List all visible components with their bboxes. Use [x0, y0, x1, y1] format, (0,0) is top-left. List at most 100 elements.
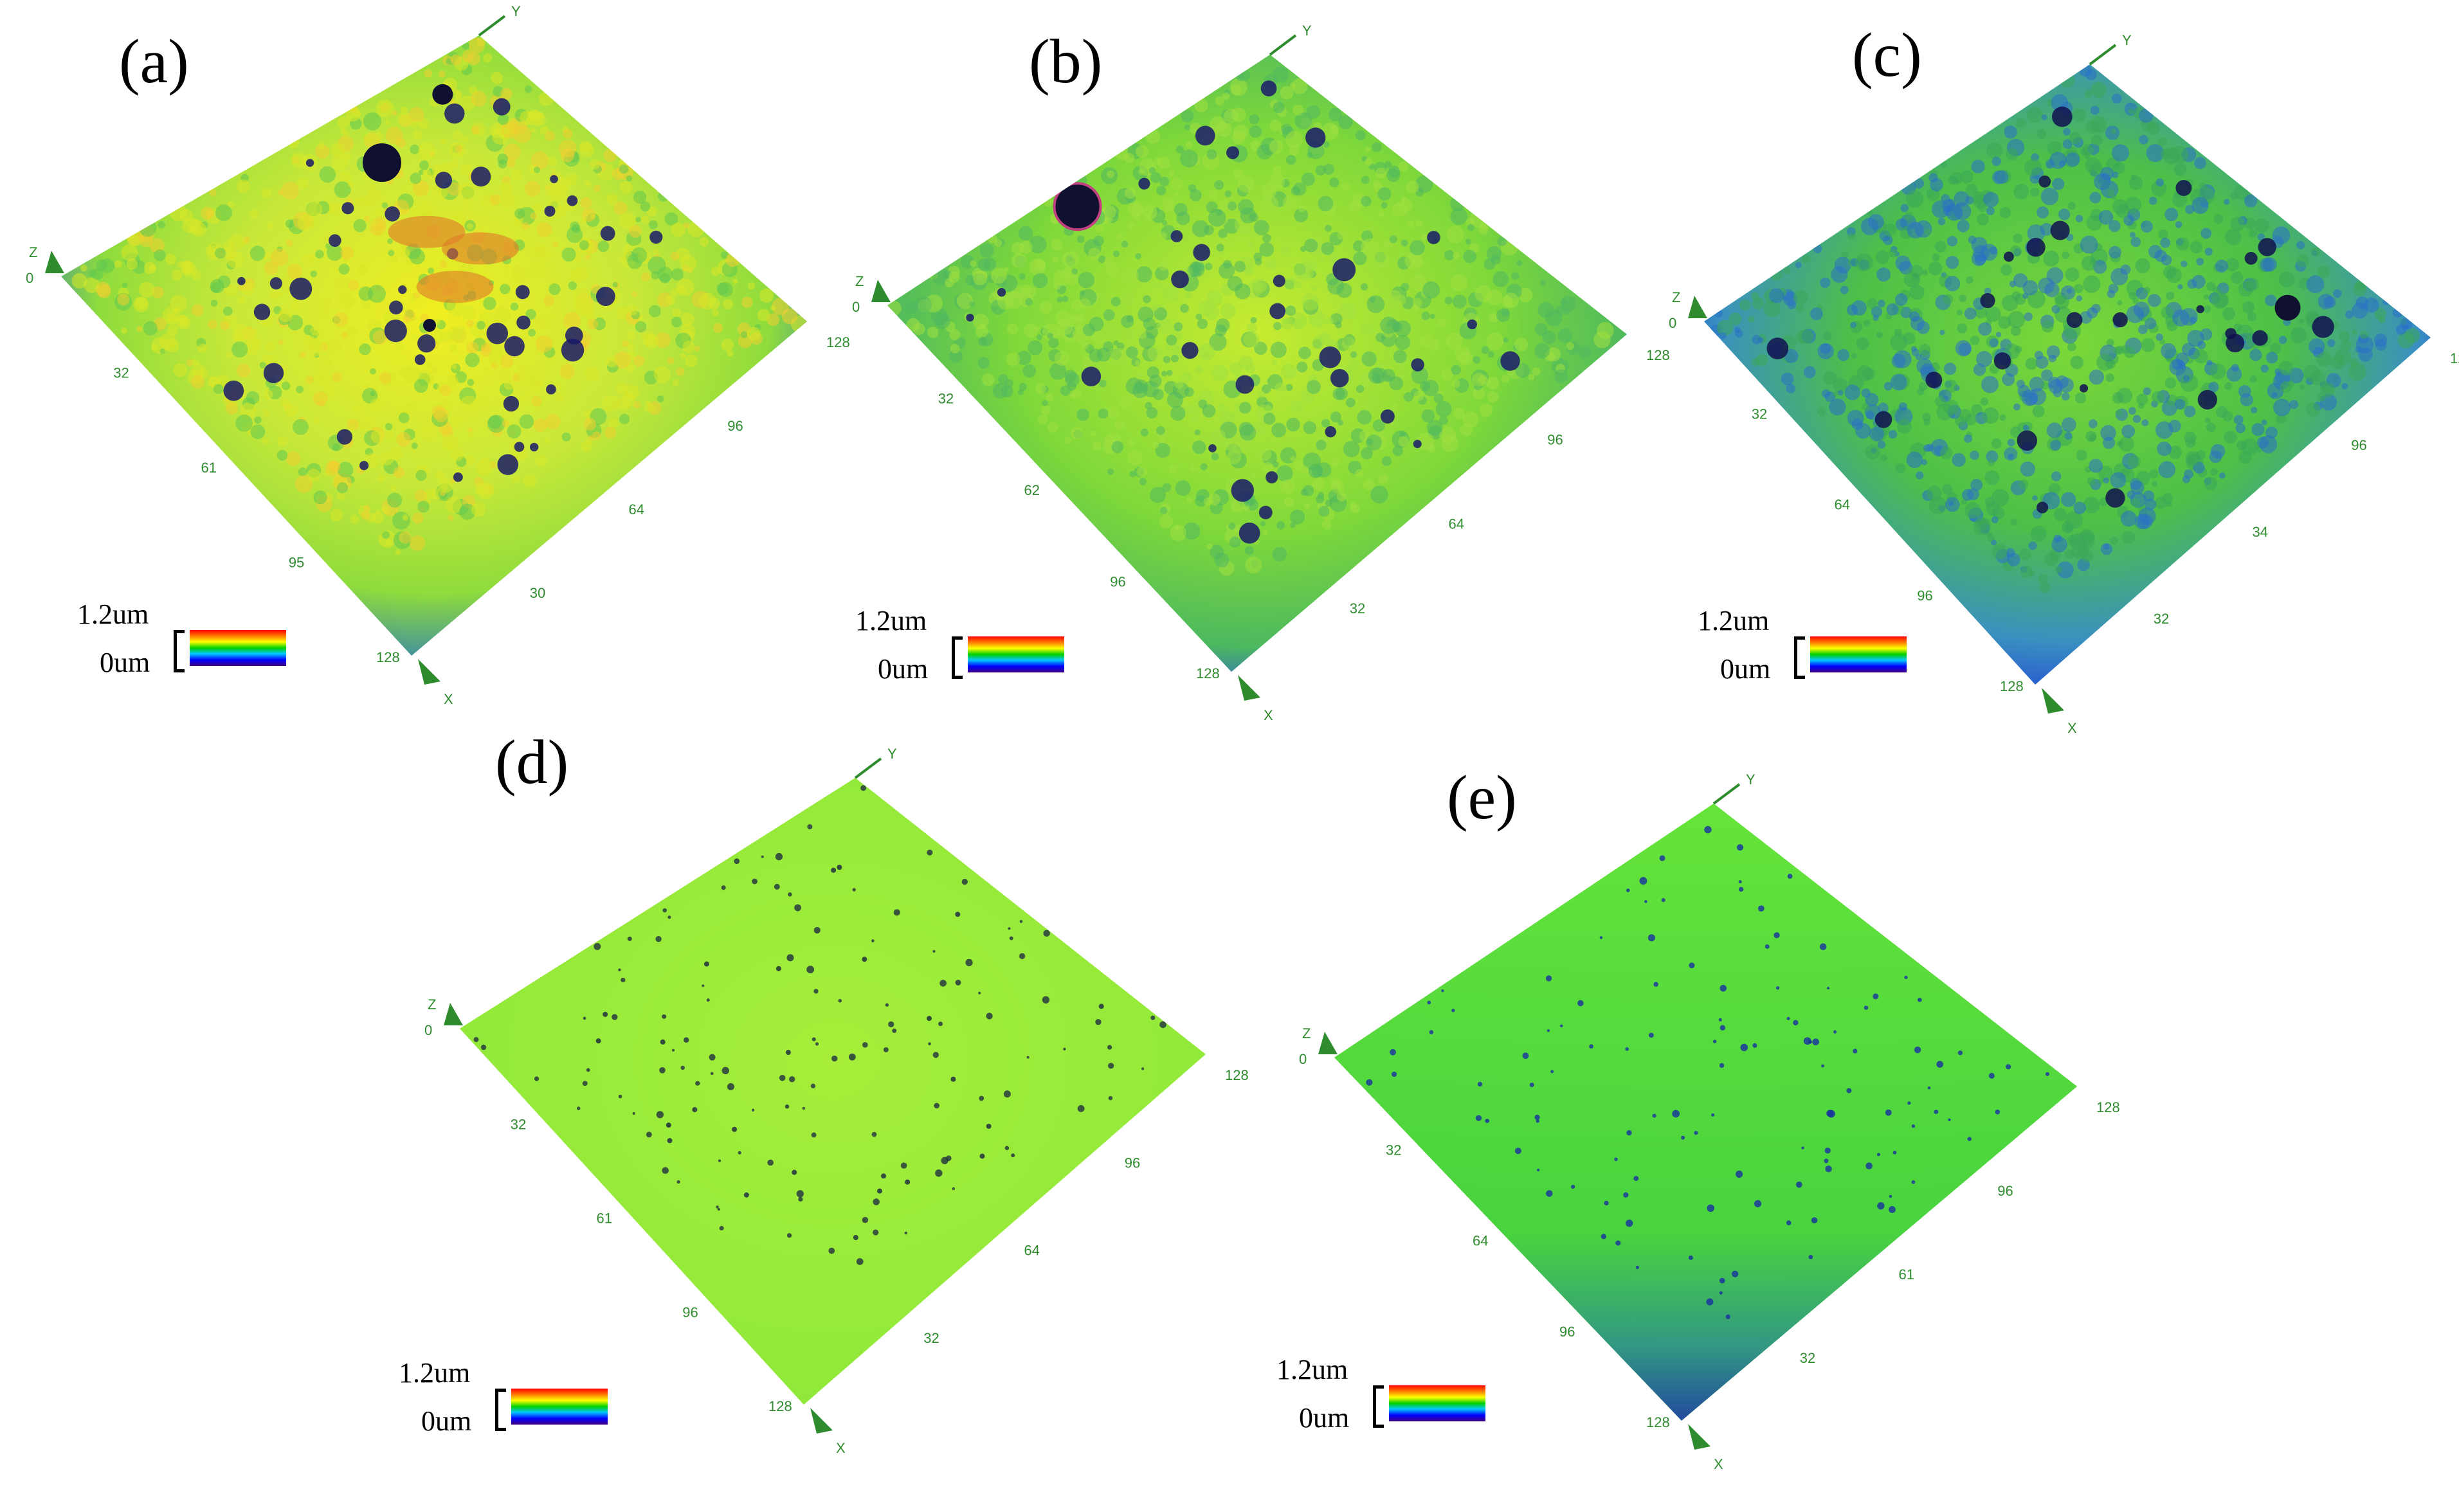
scale-bracket — [1794, 636, 1805, 679]
tick-label: 32 — [938, 391, 954, 407]
scale-bracket — [174, 630, 185, 672]
tick-label: 128 — [1646, 1414, 1670, 1430]
axes: Y X Z 0 32 61 95 128 128 96 64 30 — [26, 3, 850, 707]
svg-text:Y: Y — [2122, 32, 2132, 48]
svg-text:Z: Z — [1672, 289, 1680, 305]
color-scale-bar — [190, 630, 286, 666]
tick-label: 0 — [852, 299, 860, 315]
tick-label: 61 — [597, 1210, 612, 1227]
tick-label: 128 — [2000, 678, 2024, 694]
tick-label: 61 — [1899, 1266, 1914, 1282]
tick-label: 96 — [2351, 437, 2366, 453]
tick-label: 96 — [1559, 1324, 1575, 1340]
color-scale-bar — [1810, 636, 1907, 672]
tick-label: 32 — [1752, 406, 1767, 422]
tick-label: 32 — [1350, 600, 1365, 616]
scale-max-label: 1.2um — [77, 598, 149, 630]
tick-label: 96 — [1997, 1183, 2013, 1199]
tick-label: 32 — [511, 1116, 526, 1132]
tick-label: 32 — [923, 1330, 939, 1346]
panel-label: (b) — [1029, 27, 1103, 96]
axes: Y X Z 0 32 62 96 128 128 96 64 32 — [852, 22, 1670, 723]
axes: Y X Z 0 32 64 96 128 128 96 34 32 — [1669, 32, 2459, 736]
axes: Y X Z 0 32 64 96 128 128 96 61 32 — [1299, 771, 2120, 1472]
tick-label: 96 — [1917, 588, 1932, 604]
svg-text:X: X — [1264, 707, 1273, 723]
panel-label: (c) — [1852, 21, 1922, 90]
scale-min-label: 0um — [100, 647, 150, 678]
scale-min-label: 0um — [421, 1405, 472, 1437]
svg-text:Z: Z — [29, 244, 37, 260]
axes: Y X Z 0 32 61 96 128 128 96 64 32 — [424, 746, 1249, 1456]
scale-bracket — [952, 636, 963, 679]
scale-bracket — [495, 1389, 506, 1431]
tick-label: 96 — [1547, 431, 1563, 447]
scale-max-label: 1.2um — [1698, 605, 1770, 636]
tick-label: 128 — [1225, 1067, 1249, 1083]
scale-min-label: 0um — [1720, 653, 1771, 685]
tick-label: 64 — [1449, 516, 1464, 532]
tick-label: 0 — [1669, 315, 1676, 331]
tick-label: 64 — [1835, 497, 1850, 513]
tick-label: 32 — [113, 365, 129, 381]
tick-label: 61 — [201, 460, 217, 476]
surface-features — [1710, 64, 2420, 593]
surface-features — [887, 66, 1614, 576]
scale-bracket — [1373, 1385, 1384, 1428]
svg-text:Z: Z — [428, 996, 436, 1013]
tick-label: 0 — [424, 1022, 432, 1038]
tick-label: 34 — [2253, 524, 2268, 540]
scale-min-label: 0um — [878, 653, 929, 685]
tick-label: 96 — [727, 418, 743, 434]
tick-label: 64 — [629, 501, 644, 518]
color-scale-bar — [511, 1389, 608, 1425]
tick-label: 64 — [1024, 1243, 1040, 1259]
surface-features — [1366, 825, 2049, 1320]
surface-fill — [460, 778, 1206, 1405]
tick-label: 128 — [1646, 347, 1670, 363]
color-scale-bar — [1389, 1385, 1485, 1421]
svg-text:X: X — [2067, 720, 2077, 736]
tick-label: 96 — [1110, 574, 1125, 590]
panel-label: (e) — [1447, 763, 1517, 833]
tick-label: 0 — [1299, 1051, 1307, 1067]
color-scale-bar — [968, 636, 1064, 672]
tick-label: 128 — [2450, 350, 2459, 366]
svg-text:X: X — [444, 691, 453, 707]
tick-label: 95 — [289, 555, 304, 571]
svg-text:X: X — [1714, 1456, 1723, 1472]
panel-label: (d) — [495, 728, 569, 797]
tick-label: 96 — [682, 1304, 698, 1320]
svg-text:Y: Y — [1302, 22, 1312, 39]
svg-text:X: X — [836, 1440, 846, 1456]
tick-label: 128 — [1196, 665, 1220, 681]
svg-text:Y: Y — [887, 746, 897, 762]
surface-features — [473, 785, 1166, 1265]
tick-label: 128 — [2096, 1099, 2120, 1115]
svg-text:Z: Z — [855, 273, 864, 289]
svg-text:Y: Y — [511, 3, 521, 19]
svg-text:Y: Y — [1746, 771, 1756, 788]
tick-label: 32 — [2154, 611, 2169, 627]
tick-label: 32 — [1386, 1142, 1401, 1158]
tick-label: 62 — [1024, 482, 1040, 498]
tick-label: 128 — [768, 1398, 792, 1414]
tick-label: 96 — [1125, 1155, 1140, 1171]
scale-max-label: 1.2um — [1276, 1354, 1348, 1385]
tick-label: 128 — [376, 649, 400, 665]
svg-text:Z: Z — [1302, 1025, 1311, 1041]
scale-max-label: 1.2um — [399, 1357, 471, 1389]
scale-max-label: 1.2um — [855, 605, 927, 636]
tick-label: 30 — [530, 585, 545, 601]
tick-label: 32 — [1800, 1350, 1815, 1366]
tick-label: 0 — [26, 270, 33, 286]
surface-features — [71, 37, 807, 555]
tick-label: 128 — [826, 334, 850, 350]
scale-min-label: 0um — [1299, 1402, 1350, 1434]
